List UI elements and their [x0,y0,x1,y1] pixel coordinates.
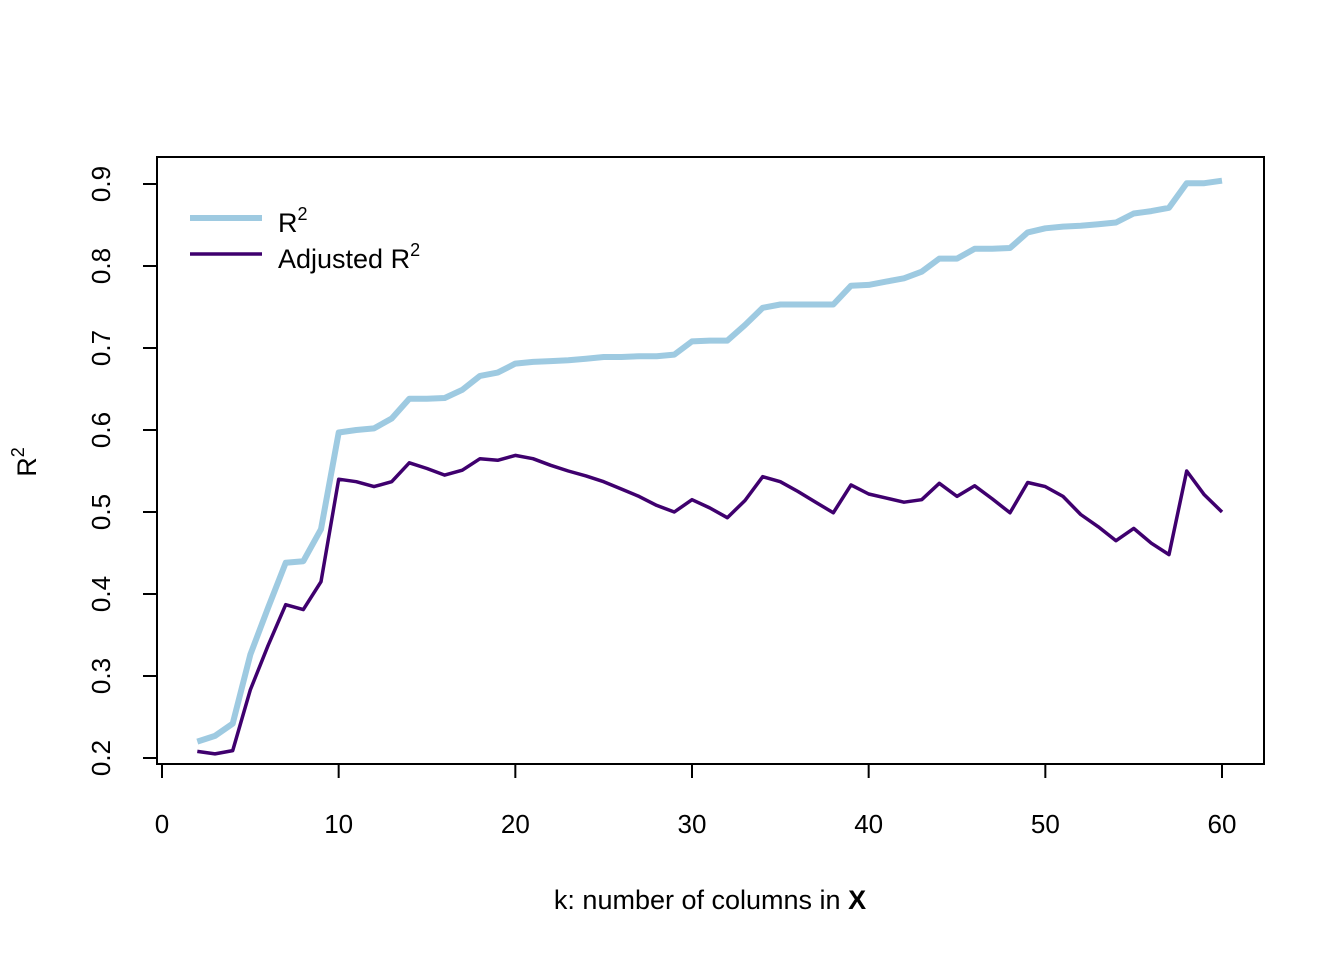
y-tick-label: 0.5 [86,494,116,530]
legend-item-adjusted-r2: Adjusted R2 [190,240,420,274]
x-tick-label: 20 [501,809,530,839]
svg-text:R2: R2 [8,447,42,477]
x-axis-title-bold: X [848,885,866,915]
legend: R2 Adjusted R2 [190,204,420,274]
x-tick-label: 10 [324,809,353,839]
y-axis-title-sup: 2 [8,447,28,457]
legend-label-adjusted-r2: Adjusted R [278,244,410,274]
svg-text:R2: R2 [278,204,308,238]
x-tick-label: 30 [678,809,707,839]
legend-label-adjusted-r2-sup: 2 [410,240,420,260]
y-tick-label: 0.8 [86,248,116,284]
legend-label-r2-sup: 2 [298,204,308,224]
y-tick-label: 0.7 [86,330,116,366]
x-axis-title-text: k: number of columns in [554,885,848,915]
x-tick-label: 40 [854,809,883,839]
series-line-r2 [196,177,1223,745]
y-tick-label: 0.3 [86,658,116,694]
y-tick-label: 0.2 [86,740,116,776]
x-axis-ticks: 0 10 20 30 40 50 60 [155,764,1237,839]
x-tick-label: 50 [1031,809,1060,839]
legend-item-r2: R2 [190,204,308,238]
y-tick-label: 0.9 [86,166,116,202]
y-axis-title-text: R [12,457,42,477]
series-line-adjusted-r2 [197,453,1224,756]
x-tick-label: 0 [155,809,169,839]
series-layer [196,177,1224,756]
y-tick-label: 0.4 [86,576,116,612]
x-tick-label: 60 [1208,809,1237,839]
y-tick-label: 0.6 [86,412,116,448]
y-axis-title: R2 [8,447,42,477]
y-axis-ticks: 0.2 0.3 0.4 0.5 0.6 0.7 0.8 0.9 [86,166,157,776]
x-axis-title: k: number of columns in X [554,885,866,915]
svg-text:Adjusted R2: Adjusted R2 [278,240,420,274]
legend-label-r2: R [278,208,298,238]
